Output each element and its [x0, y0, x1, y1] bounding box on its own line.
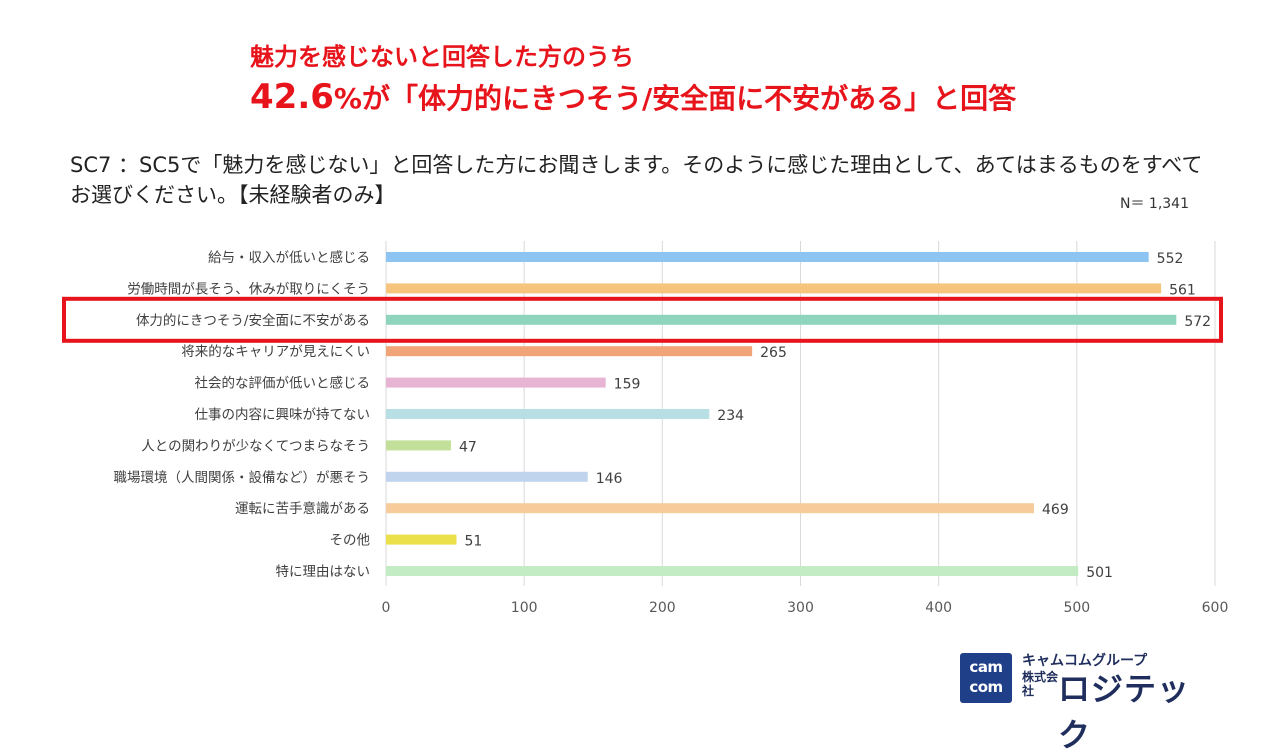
headline-line1: 魅力を感じないと回答した方のうち: [250, 43, 634, 71]
bar-chart: 給与・収入が低いと感じる労働時間が長そう、休みが取りにくそう体力的にきつそう/安…: [62, 241, 1229, 616]
company-logo: cam com キャムコムグループ 株式会社 ロジテック: [960, 650, 1220, 754]
logo-company-name: ロジテック: [1058, 670, 1191, 754]
value-label: 572: [1184, 314, 1211, 330]
bar: [386, 471, 588, 482]
chart-value-labels: 552 561 572 265 159 234 47 146 469 51 501: [459, 251, 1211, 581]
headline-percent: %: [333, 82, 362, 115]
logo-group-name: キャムコムグループ: [1022, 653, 1148, 669]
category-label: その他: [330, 533, 371, 549]
bar: [386, 409, 710, 419]
x-tick-label: 200: [649, 600, 676, 616]
category-label: 社会的な評価が低いと感じる: [195, 375, 371, 392]
category-label: 体力的にきつそう/安全面に不安がある: [136, 312, 370, 329]
sample-size: N＝ 1,341: [1120, 196, 1190, 212]
category-label: 人との関わりが少なくてつまらなそう: [141, 438, 370, 454]
category-label: 将来的なキャリアが見えにくい: [181, 344, 370, 360]
value-label: 561: [1169, 282, 1196, 298]
bar: [386, 377, 606, 388]
bar: [386, 283, 1162, 294]
value-label: 47: [459, 439, 477, 455]
chart-highlight: [62, 296, 1223, 343]
bar: [386, 566, 1079, 576]
value-label: 51: [464, 534, 482, 550]
x-tick-label: 600: [1202, 600, 1229, 616]
x-tick-label: 300: [787, 600, 814, 616]
category-label: 運転に苦手意識がある: [235, 500, 370, 517]
value-label: 501: [1086, 565, 1113, 581]
camcom-logo-mark: cam com: [960, 653, 1012, 703]
x-tick-label: 400: [925, 600, 952, 616]
x-tick-label: 0: [382, 600, 391, 616]
category-label: 職場環境（人間関係・設備など）が悪そう: [114, 470, 371, 486]
value-label: 552: [1157, 251, 1184, 267]
value-label: 265: [760, 345, 787, 361]
bar: [386, 503, 1035, 514]
bar: [386, 252, 1149, 262]
value-label: 159: [614, 377, 641, 393]
logo-kabushiki: 株式会社: [1022, 670, 1059, 698]
bar: [386, 346, 753, 357]
value-label: 469: [1042, 502, 1069, 518]
value-label: 234: [717, 408, 744, 424]
category-label: 特に理由はない: [276, 564, 371, 580]
bar: [386, 534, 457, 545]
category-label: 労働時間が長そう、休みが取りにくそう: [127, 281, 370, 297]
category-label: 給与・収入が低いと感じる: [208, 249, 370, 266]
value-label: 146: [596, 471, 623, 487]
headline-line2: 42.6%が「体力的にきつそう/安全面に不安がある」と回答: [250, 76, 1016, 119]
chart-x-ticks: 0 100 200 300 400 500 600: [382, 600, 1229, 616]
headline-number: 42.6: [250, 77, 334, 117]
bar: [386, 440, 451, 451]
bar: [386, 314, 1177, 325]
chart-bars: [386, 252, 1177, 576]
headline-rest: が「体力的にきつそう/安全面に不安がある」と回答: [361, 82, 1017, 115]
x-tick-label: 500: [1063, 600, 1090, 616]
question-text: SC7 ：SC5で「魅力を感じない」と回答した方にお聞きします。そのように感じた…: [70, 153, 1203, 207]
highlight-box: [62, 296, 1223, 343]
x-tick-label: 100: [511, 600, 538, 616]
chart-category-labels: 給与・収入が低いと感じる労働時間が長そう、休みが取りにくそう体力的にきつそう/安…: [114, 249, 371, 580]
headline: 魅力を感じないと回答した方のうち 42.6%が「体力的にきつそう/安全面に不安が…: [250, 42, 1016, 119]
category-label: 仕事の内容に興味が持てない: [195, 406, 371, 423]
